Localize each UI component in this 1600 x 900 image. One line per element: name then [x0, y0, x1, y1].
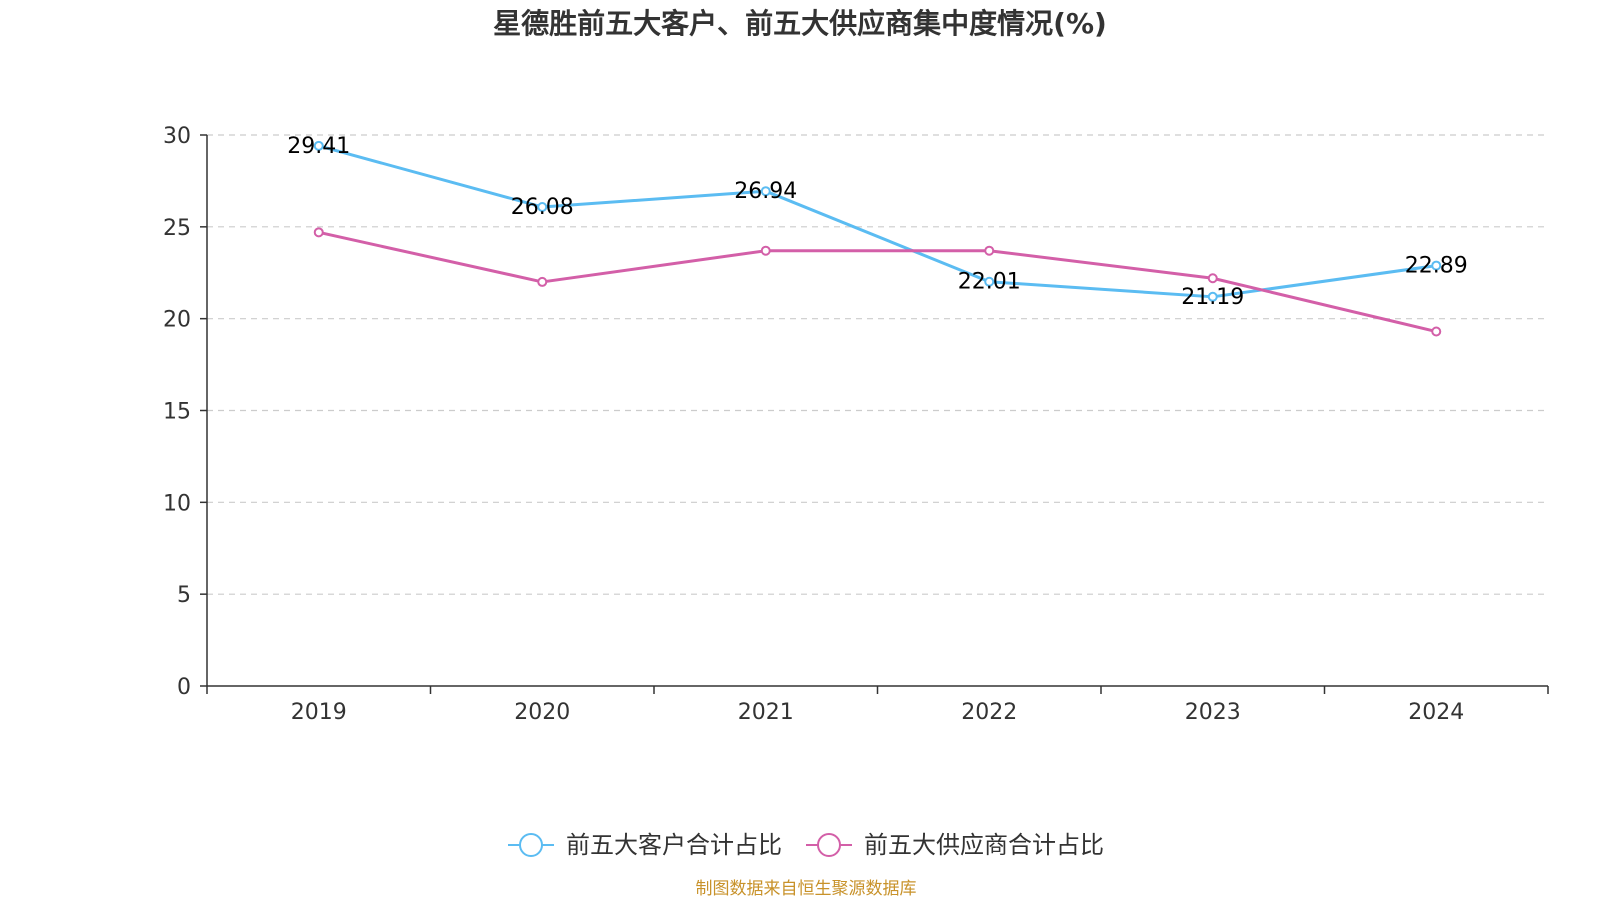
x-tick-label: 2019	[291, 700, 347, 725]
series-0-point[interactable]	[1431, 260, 1442, 271]
series-1-point[interactable]	[537, 276, 548, 287]
legend-item-suppliers[interactable]: 前五大供应商合计占比	[806, 831, 1104, 859]
data-label: 22.01	[958, 270, 1021, 295]
y-tick-label: 15	[163, 400, 191, 425]
series-0-point[interactable]	[984, 276, 995, 287]
series	[313, 140, 1442, 337]
x-tick-label: 2020	[514, 700, 570, 725]
legend: 前五大客户合计占比 前五大供应商合计占比	[508, 831, 1104, 859]
data-labels: 29.41 26.08 26.94 22.01 21.19 22.89	[287, 134, 1467, 310]
series-line-1	[318, 230, 1437, 333]
x-tick-label: 2021	[738, 700, 794, 725]
series-0-point[interactable]	[760, 186, 771, 197]
series-1-point[interactable]	[313, 227, 324, 238]
legend-label-suppliers: 前五大供应商合计占比	[864, 831, 1104, 859]
series-0-point[interactable]	[537, 201, 548, 212]
x-tick-label: 2024	[1408, 700, 1464, 725]
axes: 0 5 10 15 20 25 30 2019 2020 2021 2022 2023 2024	[163, 124, 1549, 725]
series-1-point[interactable]	[1431, 326, 1442, 337]
y-tick-label: 25	[163, 216, 191, 241]
series-0-point[interactable]	[313, 140, 324, 151]
series-0-point[interactable]	[1207, 291, 1218, 302]
y-tick-label: 20	[163, 308, 191, 333]
legend-label-customers: 前五大客户合计占比	[566, 831, 782, 859]
chart-title: 星德胜前五大客户、前五大供应商集中度情况(%)	[493, 7, 1107, 40]
series-line-0	[318, 144, 1437, 299]
grid-lines	[207, 134, 1548, 595]
x-tick-label: 2023	[1185, 700, 1241, 725]
data-label: 26.08	[511, 195, 574, 220]
data-label: 26.94	[734, 179, 797, 204]
legend-item-customers[interactable]: 前五大客户合计占比	[508, 831, 782, 859]
y-tick-label: 0	[177, 675, 191, 700]
source-note: 制图数据来自恒生聚源数据库	[696, 879, 917, 899]
y-tick-label: 5	[177, 583, 191, 608]
data-label: 29.41	[287, 134, 350, 159]
data-label: 22.89	[1405, 254, 1468, 279]
x-tick-label: 2022	[961, 700, 1017, 725]
legend-marker-suppliers	[817, 833, 841, 857]
y-tick-label: 30	[163, 124, 191, 149]
series-1-point[interactable]	[1207, 273, 1218, 284]
y-tick-label: 10	[163, 491, 191, 516]
series-1-point[interactable]	[984, 245, 995, 256]
data-label: 21.19	[1181, 285, 1244, 310]
series-1-point[interactable]	[760, 245, 771, 256]
legend-marker-customers	[519, 833, 543, 857]
